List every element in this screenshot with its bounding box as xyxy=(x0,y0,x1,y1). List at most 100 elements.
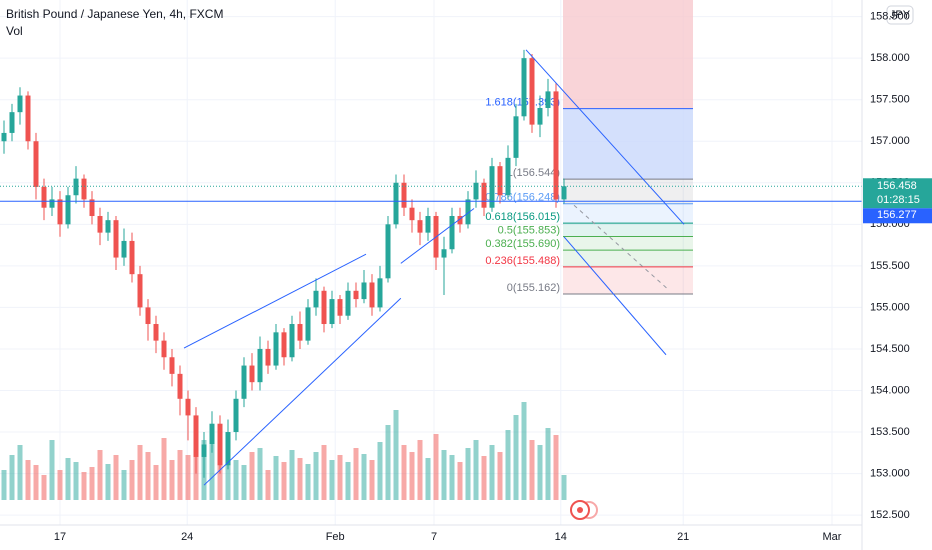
candle-body xyxy=(329,299,335,325)
volume-bar xyxy=(49,440,55,500)
candle-body xyxy=(97,216,103,233)
candle-body xyxy=(441,249,447,258)
volume-bar xyxy=(161,438,167,500)
volume-bar xyxy=(377,442,383,500)
candle-body xyxy=(105,220,111,233)
volume-bar xyxy=(169,460,175,500)
hline-label: 156.277 xyxy=(877,209,917,221)
candle-body xyxy=(241,365,247,399)
candle-body xyxy=(33,141,39,187)
candle-body xyxy=(177,373,183,399)
candle-body xyxy=(225,432,231,466)
candle-body xyxy=(337,299,343,316)
volume-bar xyxy=(449,455,455,500)
volume-bar xyxy=(529,440,535,500)
trend-line xyxy=(400,208,475,264)
x-tick-label: 14 xyxy=(555,531,567,543)
volume-bar xyxy=(113,455,119,500)
candle-body xyxy=(417,220,423,233)
candle-body xyxy=(249,365,255,383)
fib-label: 0(155.162) xyxy=(507,282,560,294)
fib-band xyxy=(563,203,693,224)
volume-bar xyxy=(521,402,527,500)
volume-bar xyxy=(185,455,191,500)
volume-bar xyxy=(25,460,31,500)
y-tick-label: 155.500 xyxy=(870,260,910,272)
candle-body xyxy=(481,182,487,208)
candle-body xyxy=(497,166,503,196)
volume-bar xyxy=(225,455,231,500)
candle-body xyxy=(465,199,471,225)
candle-body xyxy=(537,108,543,125)
candle-body xyxy=(561,186,567,200)
candle-body xyxy=(193,415,199,457)
candle-body xyxy=(161,340,167,358)
trend-line xyxy=(563,236,667,356)
candle-body xyxy=(521,58,527,117)
candle-body xyxy=(473,182,479,200)
fib-band xyxy=(563,179,693,204)
volume-bar xyxy=(249,452,255,500)
candle-body xyxy=(81,178,87,200)
candle-body xyxy=(57,199,63,225)
candle-body xyxy=(321,290,327,325)
candle-body xyxy=(9,112,15,133)
candle-body xyxy=(113,220,119,258)
candle-body xyxy=(385,224,391,279)
candle-body xyxy=(457,216,463,225)
trend-line xyxy=(183,253,367,349)
currency-button[interactable] xyxy=(886,5,914,25)
candle-body xyxy=(129,240,135,275)
volume-bar xyxy=(121,470,127,500)
y-tick-label: 154.500 xyxy=(870,343,910,355)
candle-body xyxy=(145,307,151,325)
volume-bar xyxy=(97,450,103,500)
volume-bar xyxy=(209,445,215,500)
candle-body xyxy=(409,207,415,221)
fib-label: 0.5(155.853) xyxy=(498,224,560,236)
y-tick-label: 158.500 xyxy=(870,11,910,23)
volume-bar xyxy=(57,470,63,500)
candle-body xyxy=(89,199,95,217)
x-tick-label: Feb xyxy=(326,531,345,543)
candle-body xyxy=(185,398,191,416)
x-tick-label: 7 xyxy=(431,531,437,543)
volume-bar xyxy=(233,460,239,500)
volume-bar xyxy=(401,445,407,500)
candle-body xyxy=(153,324,159,341)
y-tick-label: 157.500 xyxy=(870,94,910,106)
fib-band xyxy=(563,266,693,294)
candle-body xyxy=(297,324,303,341)
volume-bar xyxy=(257,448,263,500)
volume-bar xyxy=(265,470,271,500)
candle-body xyxy=(377,278,383,308)
volume-bar xyxy=(105,464,111,500)
volume-bar xyxy=(369,460,375,500)
reward-zone xyxy=(563,108,693,180)
candle-body xyxy=(169,357,175,374)
y-tick-label: 153.500 xyxy=(870,426,910,438)
volume-bar xyxy=(465,448,471,500)
replay-icon[interactable] xyxy=(570,500,598,520)
volume-bar xyxy=(497,452,503,500)
volume-bar xyxy=(289,450,295,500)
candle-body xyxy=(449,216,455,250)
volume-bar xyxy=(9,455,15,500)
candle-body xyxy=(201,444,207,457)
price-label: 156.458 xyxy=(877,180,917,192)
candle-body xyxy=(217,423,223,466)
volume-bar xyxy=(553,435,559,500)
volume-bar xyxy=(1,470,7,500)
trend-line xyxy=(203,297,402,486)
candle-body xyxy=(361,282,367,300)
volume-bar xyxy=(89,467,95,500)
fib-band xyxy=(563,236,693,251)
candle-body xyxy=(65,195,71,225)
hline-label-box xyxy=(863,208,932,224)
volume-bar xyxy=(417,440,423,500)
candle-body xyxy=(513,116,519,158)
candle-body xyxy=(401,182,407,208)
x-tick-label: 21 xyxy=(677,531,689,543)
fib-label: 1(156.544) xyxy=(507,167,560,179)
candle-body xyxy=(25,95,31,142)
